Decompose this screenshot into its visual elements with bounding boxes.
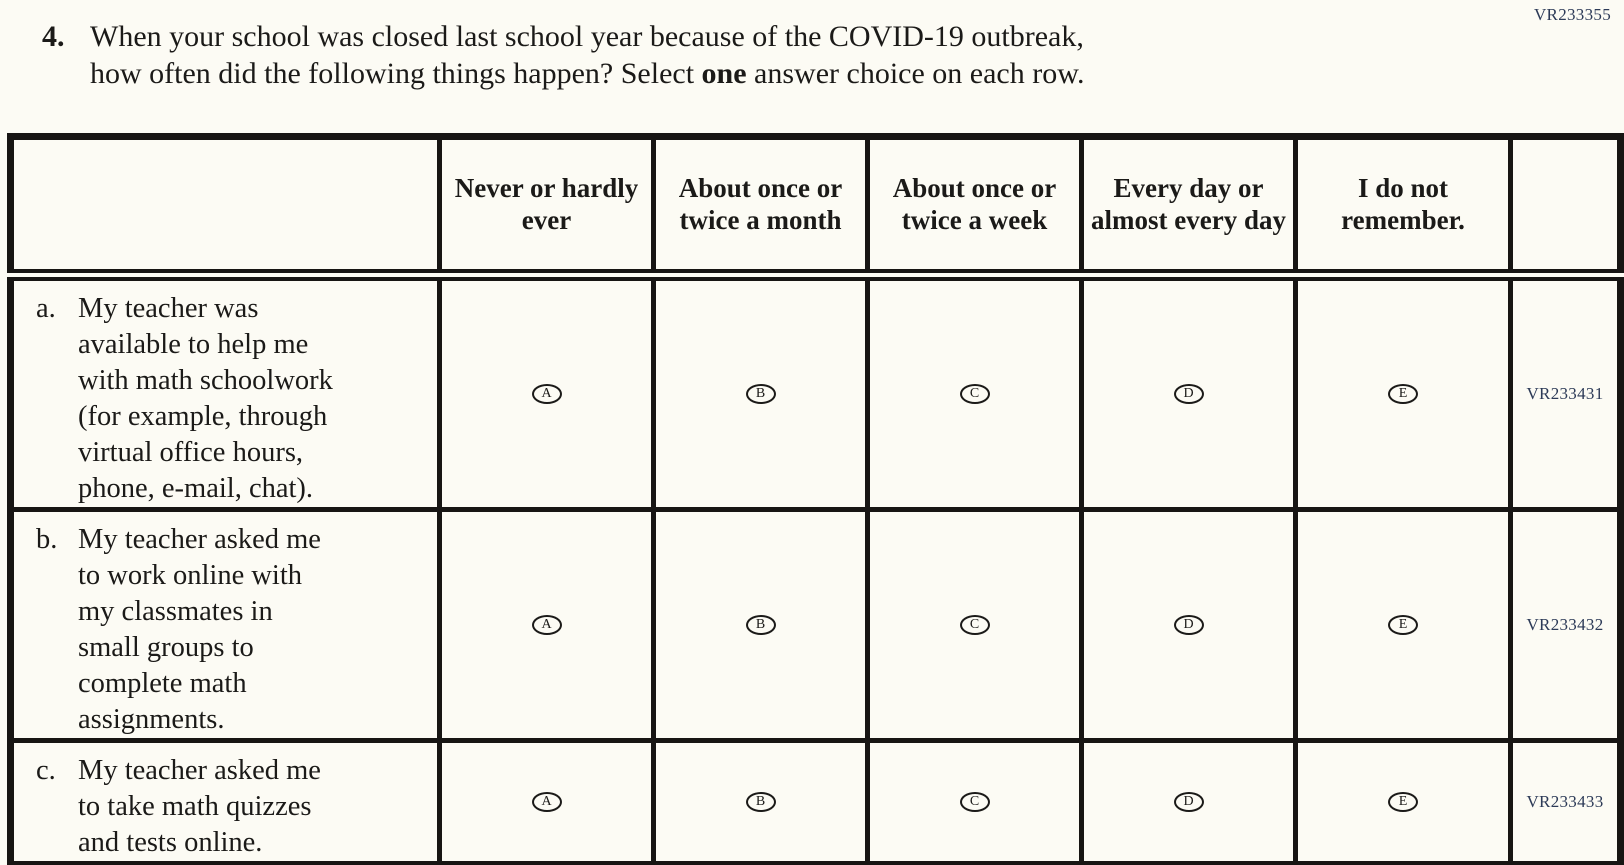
row-a-text: My teacher was available to help me with… <box>78 292 333 504</box>
row-b-cell-week: C <box>865 506 1084 743</box>
answer-bubble-b-E[interactable]: E <box>1388 614 1418 635</box>
row-b-cell-never: A <box>437 506 656 743</box>
row-a-cell-month: B <box>651 272 870 512</box>
row-b-text: My teacher asked me to work online with … <box>78 523 321 735</box>
row-a-label: a. <box>36 292 56 324</box>
answer-table: Never or hardly ever About once or twice… <box>7 133 1624 865</box>
form-code: VR233355 <box>1533 5 1611 24</box>
answer-bubble-c-D[interactable]: D <box>1173 791 1204 812</box>
row-c-text: My teacher asked me to take math quizzes… <box>78 754 321 858</box>
column-header-do-not-remember: I do not remember. <box>1293 134 1513 281</box>
row-a-stem-cell: a. My teacher was available to help me w… <box>8 272 442 512</box>
answer-bubble-c-A[interactable]: A <box>531 791 562 812</box>
answer-bubble-a-D[interactable]: D <box>1173 383 1204 404</box>
table-row-c: c. My teacher asked me to take math quiz… <box>8 737 1623 865</box>
answer-bubble-a-E[interactable]: E <box>1388 383 1418 404</box>
row-c-cell-every-day: D <box>1079 737 1298 865</box>
row-c-code: VR233433 <box>1508 737 1623 865</box>
question-line2-bold: one <box>701 57 747 90</box>
answer-bubble-b-D[interactable]: D <box>1173 614 1204 635</box>
question-block: 4. When your school was closed last scho… <box>42 18 1084 92</box>
row-c-cell-month: B <box>651 737 870 865</box>
row-c-cell-never: A <box>437 737 656 865</box>
column-header-stem <box>8 134 442 281</box>
question-text: When your school was closed last school … <box>90 18 1084 92</box>
row-a-cell-never: A <box>437 272 656 512</box>
row-a-cell-week: C <box>865 272 1084 512</box>
answer-bubble-c-E[interactable]: E <box>1388 791 1418 812</box>
question-line2-post: answer choice on each row. <box>746 57 1085 90</box>
column-header-code <box>1508 134 1623 281</box>
answer-bubble-a-C[interactable]: C <box>959 383 990 404</box>
row-c-cell-week: C <box>865 737 1084 865</box>
header-row: Never or hardly ever About once or twice… <box>8 134 1623 281</box>
answer-bubble-b-A[interactable]: A <box>531 614 562 635</box>
column-header-never: Never or hardly ever <box>437 134 656 281</box>
row-a-cell-every-day: D <box>1079 272 1298 512</box>
column-header-once-twice-month: About once or twice a month <box>651 134 870 281</box>
column-header-once-twice-week: About once or twice a week <box>865 134 1084 281</box>
row-c-cell-not-remember: E <box>1293 737 1513 865</box>
row-b-cell-month: B <box>651 506 870 743</box>
row-a-cell-not-remember: E <box>1293 272 1513 512</box>
row-a-code: VR233431 <box>1508 272 1623 512</box>
question-line1: When your school was closed last school … <box>90 20 1084 53</box>
answer-bubble-c-B[interactable]: B <box>745 791 776 812</box>
row-b-code: VR233432 <box>1508 506 1623 743</box>
table-row-a: a. My teacher was available to help me w… <box>8 272 1623 512</box>
answer-bubble-a-B[interactable]: B <box>745 383 776 404</box>
row-b-cell-every-day: D <box>1079 506 1298 743</box>
answer-bubble-b-C[interactable]: C <box>959 614 990 635</box>
column-header-every-day: Every day or almost every day <box>1079 134 1298 281</box>
question-line2-pre: how often did the following things happe… <box>90 57 702 90</box>
answer-bubble-a-A[interactable]: A <box>531 383 562 404</box>
row-b-label: b. <box>36 523 58 555</box>
row-b-cell-not-remember: E <box>1293 506 1513 743</box>
row-b-stem-cell: b. My teacher asked me to work online wi… <box>8 506 442 743</box>
row-c-stem-cell: c. My teacher asked me to take math quiz… <box>8 737 442 865</box>
row-c-label: c. <box>36 754 56 786</box>
question-number: 4. <box>42 20 65 53</box>
answer-bubble-b-B[interactable]: B <box>745 614 776 635</box>
answer-bubble-c-C[interactable]: C <box>959 791 990 812</box>
table-row-b: b. My teacher asked me to work online wi… <box>8 506 1623 743</box>
